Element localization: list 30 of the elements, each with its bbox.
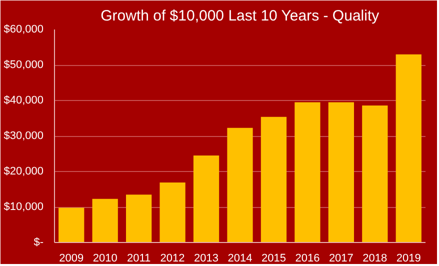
x-tick-label: 2009 bbox=[59, 252, 84, 264]
bar bbox=[294, 102, 320, 242]
x-tick-label: 2014 bbox=[228, 252, 252, 264]
x-tick-label: 2011 bbox=[126, 252, 151, 264]
y-tick-label: $50,000 bbox=[4, 59, 44, 71]
x-tick-label: 2016 bbox=[295, 252, 320, 264]
y-tick-label: $60,000 bbox=[4, 24, 44, 36]
bar bbox=[227, 128, 253, 242]
x-tick-label: 2015 bbox=[261, 252, 286, 264]
x-tick-label: 2013 bbox=[194, 252, 219, 264]
y-tick-label: $20,000 bbox=[4, 166, 44, 178]
bar bbox=[362, 105, 388, 242]
y-tick-label: $30,000 bbox=[4, 130, 44, 142]
y-tick-label: $10,000 bbox=[4, 201, 44, 213]
bar bbox=[58, 208, 84, 242]
x-tick-label: 2010 bbox=[92, 252, 118, 264]
bar bbox=[92, 198, 118, 242]
bar bbox=[160, 182, 186, 242]
chart-title: Growth of $10,000 Last 10 Years - Quality bbox=[100, 8, 380, 24]
x-tick-label: 2017 bbox=[328, 252, 354, 264]
x-tick-label: 2018 bbox=[362, 252, 388, 264]
bar bbox=[193, 156, 220, 242]
bar bbox=[126, 194, 152, 242]
y-tick-label: $40,000 bbox=[4, 94, 44, 106]
x-tick-label: 2019 bbox=[396, 252, 421, 264]
x-tick-label: 2012 bbox=[160, 252, 185, 264]
bar bbox=[328, 102, 354, 242]
bar bbox=[396, 54, 422, 242]
bar bbox=[260, 116, 287, 242]
y-tick-label: $- bbox=[34, 236, 44, 248]
